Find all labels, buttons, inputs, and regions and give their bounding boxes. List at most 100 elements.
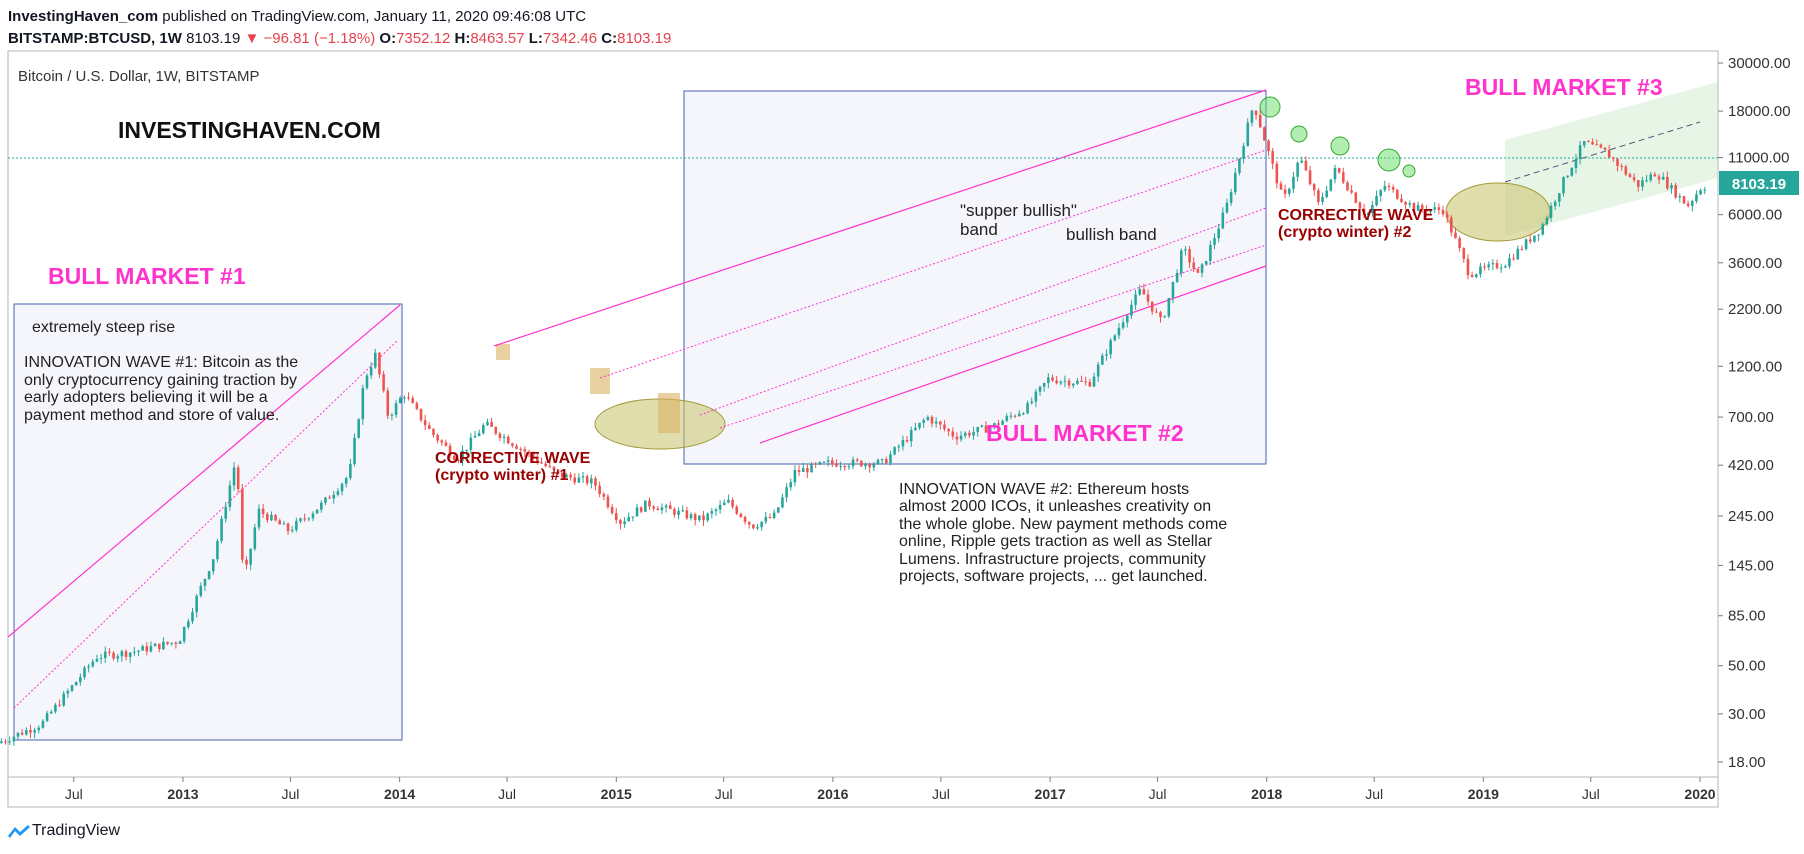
candle-body: [1591, 142, 1594, 145]
candle-body: [681, 510, 685, 512]
candle-body: [220, 518, 223, 541]
innovation-wave-2-line: projects, software projects, ... get lau…: [899, 568, 1208, 585]
candle-body: [976, 426, 979, 432]
candle-body: [1317, 190, 1320, 203]
top-marker-5: [1402, 164, 1416, 178]
candle-body: [993, 423, 996, 428]
candle-body: [1657, 176, 1661, 180]
candle-body: [83, 667, 86, 678]
candle-body: [1258, 114, 1262, 128]
candle-body: [1138, 289, 1142, 295]
candle-body: [1499, 267, 1503, 269]
corrective-wave-1-note: CORRECTIVE WAVE (crypto winter) #1: [435, 450, 591, 484]
candle-body: [1233, 172, 1237, 193]
bullish-band-dotted-line: [699, 207, 1267, 416]
price-tick-label: 18000.00: [1728, 103, 1791, 120]
candle-body: [1300, 160, 1304, 163]
candle-body: [58, 704, 61, 706]
price-tick-label: 6000.00: [1728, 207, 1782, 224]
candle-body: [673, 509, 676, 515]
candle-body: [353, 437, 356, 465]
innovation-wave-1-note: INNOVATION WAVE #1: Bitcoin as the only …: [24, 354, 298, 424]
time-axis[interactable]: Jul 2013 Jul 2014 Jul 2015 Jul 2016 Jul 2017 Jul 20…: [65, 777, 1716, 802]
candle-body: [1179, 250, 1183, 273]
candle-body: [128, 652, 132, 657]
time-tick-label: Jul: [1365, 786, 1383, 802]
candle-body: [1595, 144, 1599, 146]
innovation-wave-1-line: payment method and store of value.: [24, 407, 279, 424]
candle-body: [752, 524, 755, 529]
candle-body: [477, 433, 481, 436]
super-bullish-dotted-line: [599, 149, 1267, 379]
candle-body: [1483, 266, 1486, 268]
top-marker-3: [1330, 136, 1350, 156]
candle-body: [1504, 266, 1507, 268]
candle-body: [120, 651, 124, 657]
candle-body: [282, 523, 286, 525]
candle-body: [1105, 354, 1108, 356]
candle-body: [1379, 190, 1382, 196]
candle-body: [1645, 180, 1648, 182]
price-tick-label: 85.00: [1728, 608, 1766, 625]
candle-body: [702, 515, 705, 521]
price-axis[interactable]: 30000.00 18000.00 11000.00 6000.00 3600.00 22…: [1718, 55, 1791, 771]
time-tick-label: 2018: [1251, 786, 1282, 802]
candle-body: [577, 477, 581, 483]
candle-body: [731, 499, 734, 507]
candle-body: [1092, 376, 1096, 387]
candle-body: [548, 466, 552, 468]
candle-body: [448, 445, 452, 456]
candle-body: [1163, 316, 1166, 318]
candle-body: [1690, 201, 1694, 206]
steep-rise-note: extremely steep rise: [32, 319, 175, 336]
candle-body: [1088, 381, 1092, 387]
candle-body: [411, 398, 414, 404]
candle-body: [1632, 177, 1636, 181]
candle-body: [1616, 158, 1619, 166]
candle-body: [1574, 159, 1578, 169]
corrective-wave-1-line: (crypto winter) #1: [435, 467, 568, 484]
candle-body: [1425, 209, 1428, 212]
candle-body: [569, 474, 572, 478]
candle-body: [8, 741, 11, 743]
tradingview-logo[interactable]: TradingView: [8, 822, 120, 840]
candle-body: [1566, 175, 1569, 178]
candle-body: [644, 500, 647, 512]
candle-body: [968, 432, 971, 436]
candle-body: [1055, 380, 1058, 384]
candle-body: [889, 454, 892, 464]
candle-body: [340, 483, 344, 492]
candle-body: [1570, 168, 1574, 176]
candle-body: [1325, 190, 1328, 198]
candle-body: [1150, 301, 1154, 312]
candle-body: [365, 375, 369, 389]
candle-body: [1558, 193, 1561, 202]
candle-body: [1022, 413, 1025, 415]
candle-body: [1516, 248, 1520, 260]
candle-body: [332, 494, 336, 499]
candle-body: [1383, 185, 1387, 191]
candle-body: [91, 661, 95, 667]
candle-body: [211, 559, 215, 572]
candle-body: [801, 468, 805, 472]
top-marker-4: [1377, 148, 1401, 172]
candle-body: [1641, 180, 1644, 187]
super-bullish-band-line: band: [960, 220, 998, 239]
candle-body: [1678, 196, 1682, 198]
candle-body: [1117, 327, 1121, 336]
candle-body: [623, 521, 626, 525]
candle-body: [1159, 312, 1162, 318]
candle-body: [62, 693, 65, 706]
candle-body: [781, 497, 784, 508]
candle-body: [876, 459, 880, 465]
candle-body: [947, 428, 950, 432]
corrective-wave-2-ellipse: [1445, 182, 1551, 242]
candle-body: [556, 470, 560, 473]
candle-body: [1321, 197, 1324, 203]
candle-body: [677, 510, 680, 515]
candle-body: [1495, 263, 1499, 269]
candle-body: [1342, 172, 1345, 183]
candle-body: [1063, 380, 1067, 382]
candle-body: [515, 445, 518, 449]
